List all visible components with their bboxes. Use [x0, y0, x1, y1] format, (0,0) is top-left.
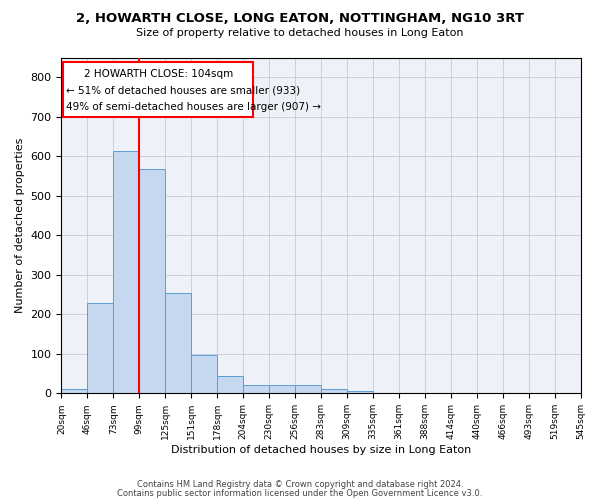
Text: ← 51% of detached houses are smaller (933): ← 51% of detached houses are smaller (93… — [66, 86, 300, 96]
Bar — [113, 150, 139, 394]
Bar — [64, 62, 253, 117]
Text: Contains HM Land Registry data © Crown copyright and database right 2024.: Contains HM Land Registry data © Crown c… — [137, 480, 463, 489]
Bar — [61, 390, 88, 394]
Bar — [321, 390, 347, 394]
Bar — [165, 292, 191, 394]
Bar — [217, 376, 243, 394]
Bar — [243, 386, 269, 394]
Text: 2 HOWARTH CLOSE: 104sqm: 2 HOWARTH CLOSE: 104sqm — [83, 69, 233, 79]
Bar — [269, 386, 295, 394]
Bar — [347, 390, 373, 394]
Bar — [139, 170, 165, 394]
Bar — [88, 304, 113, 394]
X-axis label: Distribution of detached houses by size in Long Eaton: Distribution of detached houses by size … — [171, 445, 471, 455]
Text: Size of property relative to detached houses in Long Eaton: Size of property relative to detached ho… — [136, 28, 464, 38]
Y-axis label: Number of detached properties: Number of detached properties — [15, 138, 25, 313]
Bar — [295, 386, 321, 394]
Bar — [191, 355, 217, 394]
Text: 49% of semi-detached houses are larger (907) →: 49% of semi-detached houses are larger (… — [66, 102, 321, 112]
Text: Contains public sector information licensed under the Open Government Licence v3: Contains public sector information licen… — [118, 488, 482, 498]
Text: 2, HOWARTH CLOSE, LONG EATON, NOTTINGHAM, NG10 3RT: 2, HOWARTH CLOSE, LONG EATON, NOTTINGHAM… — [76, 12, 524, 26]
